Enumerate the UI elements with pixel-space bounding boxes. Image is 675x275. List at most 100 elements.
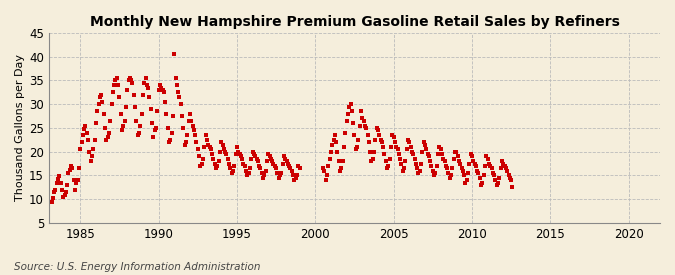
Point (146, 121, 157, 125)
Point (396, 161, 407, 166)
Point (321, 178, 331, 182)
Point (265, 156, 276, 161)
Title: Monthly New Hampshire Premium Gasoline Retail Sales by Refiners: Monthly New Hampshire Premium Gasoline R… (90, 15, 620, 29)
Point (72, 178, 83, 182)
Point (487, 171, 498, 175)
Point (472, 169, 483, 173)
Point (318, 166, 329, 170)
Point (58, 195, 69, 199)
Point (261, 169, 271, 173)
Point (430, 171, 441, 175)
Point (212, 164, 223, 168)
Point (491, 183, 502, 187)
Point (53, 177, 63, 182)
Point (448, 156, 459, 161)
Point (289, 178, 300, 182)
Point (342, 111, 353, 116)
Point (416, 161, 427, 166)
Point (502, 169, 512, 173)
Point (142, 83, 153, 87)
Point (217, 142, 228, 147)
Point (264, 154, 275, 159)
Point (503, 173, 514, 178)
Point (383, 164, 394, 168)
Point (113, 83, 124, 87)
Point (489, 173, 500, 178)
Point (204, 145, 215, 149)
Point (452, 154, 463, 159)
Point (156, 85, 167, 90)
Point (177, 114, 188, 118)
Point (280, 156, 291, 161)
Point (130, 104, 140, 109)
Point (167, 114, 178, 118)
Point (46, 199, 57, 204)
Point (425, 159, 435, 163)
Point (501, 166, 512, 170)
Point (285, 166, 296, 170)
Point (404, 140, 414, 144)
Point (381, 166, 392, 170)
Point (369, 149, 379, 154)
Point (455, 161, 466, 166)
Point (493, 180, 504, 185)
Point (126, 78, 136, 82)
Point (183, 119, 194, 123)
Point (209, 161, 220, 166)
Point (328, 138, 339, 142)
Point (61, 190, 72, 194)
Point (339, 145, 350, 149)
Point (392, 147, 403, 152)
Point (243, 171, 254, 175)
Point (458, 169, 468, 173)
Point (88, 147, 99, 152)
Point (422, 152, 433, 156)
Point (273, 175, 284, 180)
Point (117, 128, 128, 133)
Point (68, 178, 79, 182)
Point (466, 154, 477, 159)
Point (354, 123, 365, 128)
Point (352, 145, 362, 149)
Point (162, 126, 173, 130)
Point (292, 173, 302, 178)
Point (399, 166, 410, 170)
Point (131, 119, 142, 123)
Point (208, 156, 219, 161)
Point (181, 140, 192, 144)
Point (356, 109, 367, 114)
Point (145, 107, 156, 111)
Point (429, 173, 439, 178)
Point (348, 121, 358, 125)
Point (441, 164, 452, 168)
Point (459, 173, 470, 178)
Point (78, 133, 88, 137)
Point (62, 183, 73, 187)
Point (362, 133, 373, 137)
Point (321, 173, 332, 178)
Point (135, 123, 146, 128)
Point (101, 138, 112, 142)
Point (346, 109, 357, 114)
Point (55, 180, 66, 185)
Point (211, 166, 221, 170)
Point (340, 130, 351, 135)
Point (435, 147, 446, 152)
Point (468, 159, 479, 163)
Point (230, 152, 241, 156)
Point (80, 123, 91, 128)
Point (96, 92, 107, 97)
Point (103, 130, 114, 135)
Point (240, 164, 250, 168)
Point (485, 164, 495, 168)
Point (481, 154, 491, 159)
Point (377, 140, 387, 144)
Point (121, 104, 132, 109)
Point (391, 145, 402, 149)
Point (258, 175, 269, 180)
Point (196, 161, 207, 166)
Point (155, 83, 165, 87)
Point (379, 152, 390, 156)
Point (252, 159, 263, 163)
Point (276, 171, 287, 175)
